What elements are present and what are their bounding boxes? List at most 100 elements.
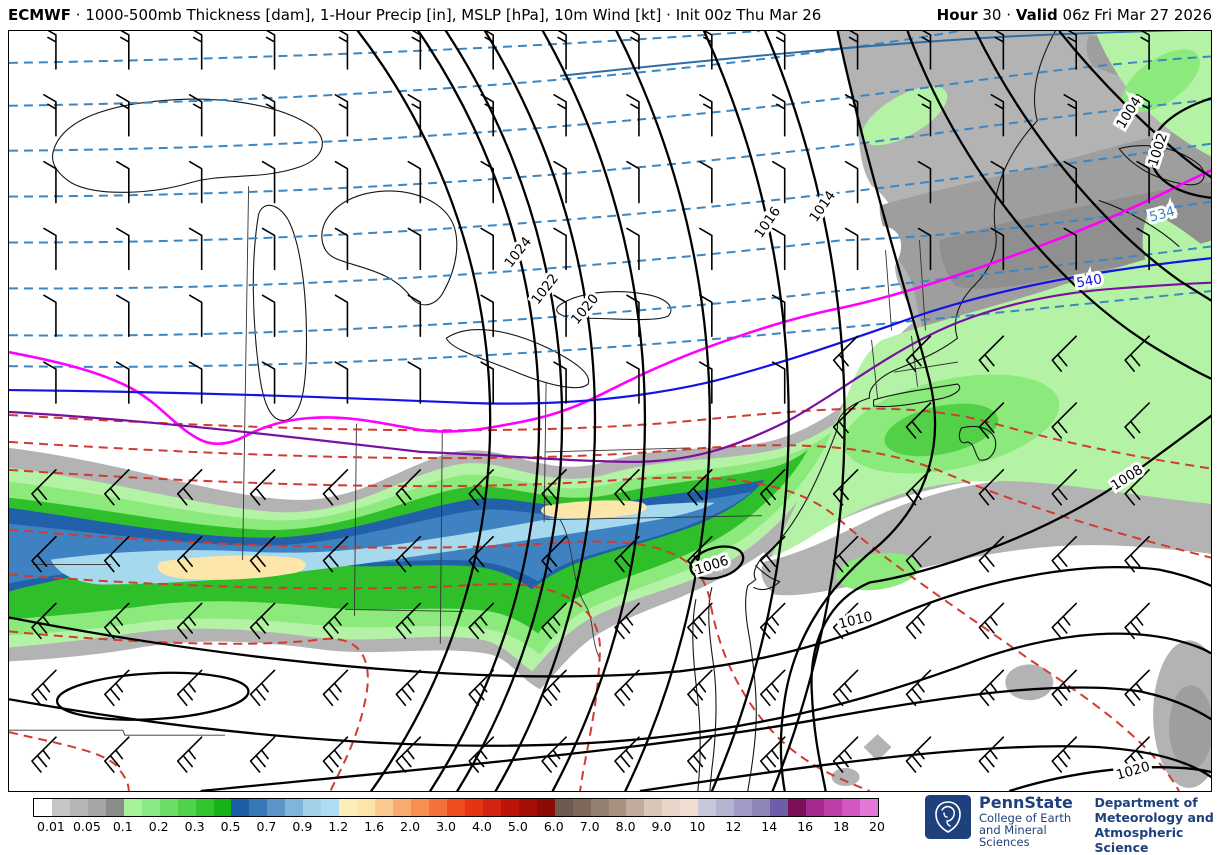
- dept-line2: Meteorology and: [1094, 810, 1214, 825]
- wind-barb: [261, 361, 276, 404]
- title-sep3: ·: [1006, 5, 1012, 24]
- colorbar-cell: [51, 799, 70, 816]
- wind-barb: [1063, 160, 1078, 204]
- colorbar-cell: [303, 799, 322, 816]
- wind-barb: [468, 736, 494, 773]
- wind-barb: [614, 535, 640, 573]
- wind-barb: [1067, 31, 1078, 70]
- wind-barb: [614, 602, 640, 640]
- colorbar-cell: [213, 799, 232, 816]
- wind-barb: [188, 160, 203, 204]
- hour-value: 30: [982, 5, 1002, 24]
- wind-barb: [541, 602, 567, 640]
- chesapeake-west-shore: [692, 598, 701, 791]
- wind-barb: [31, 669, 57, 707]
- wind-barb: [687, 736, 713, 773]
- title-bar: ECMWF · 1000-500mb Thickness [dam], 1-Ho…: [0, 0, 1220, 29]
- colorbar-cell: [644, 799, 663, 816]
- wind-barb: [116, 227, 130, 271]
- colorbar-tick-label: 9.0: [651, 819, 672, 834]
- wind-barb: [832, 402, 859, 439]
- wind-barb: [1051, 736, 1078, 773]
- wind-barb-field: [31, 31, 1150, 773]
- colorbar-cell: [159, 799, 178, 816]
- lake-ontario: [556, 291, 672, 321]
- wind-barb: [322, 736, 349, 773]
- wind-barb: [1124, 669, 1150, 707]
- wind-barb: [759, 535, 786, 573]
- wind-barb: [832, 469, 859, 506]
- wind-barb: [31, 535, 57, 573]
- colorbar-tick-label: 7.0: [579, 819, 600, 834]
- wind-barb: [614, 669, 640, 707]
- title-fields: 1000-500mb Thickness [dam], 1-Hour Preci…: [85, 5, 662, 24]
- wind-barb: [31, 736, 57, 773]
- colorbar-cell: [482, 799, 501, 816]
- colorbar-tick-label: 0.05: [72, 819, 101, 834]
- wind-barb: [626, 227, 640, 271]
- wind-barb: [322, 602, 349, 640]
- colorbar-cell: [123, 799, 142, 816]
- wind-barb: [917, 227, 932, 271]
- wind-barb: [771, 160, 786, 204]
- wind-barb: [905, 402, 932, 439]
- wind-barb: [978, 535, 1005, 573]
- wind-barb: [1136, 160, 1150, 204]
- wind-barb: [188, 227, 203, 271]
- wind-barb: [1140, 31, 1150, 70]
- colorbar-tick-label: 8.0: [615, 819, 636, 834]
- wind-barb: [188, 94, 203, 137]
- chesapeake-bay: [708, 586, 717, 791]
- wind-barb: [176, 535, 203, 573]
- wind-barb: [334, 94, 349, 137]
- map-title: ECMWF · 1000-500mb Thickness [dam], 1-Ho…: [8, 6, 821, 24]
- wind-barb: [832, 335, 859, 372]
- wind-barb: [395, 469, 422, 506]
- wind-barb: [480, 361, 494, 404]
- colorbar-cell: [716, 799, 735, 816]
- wind-barb: [43, 361, 57, 404]
- colorbar-cell: [626, 799, 645, 816]
- wind-barb: [188, 294, 203, 337]
- wind-barb: [771, 227, 786, 271]
- wind-barb: [687, 602, 713, 640]
- college-line1: College of Earth: [979, 810, 1072, 825]
- fundy-coast: [1098, 200, 1180, 247]
- wind-barb: [176, 669, 203, 707]
- colorbar-cell: [285, 799, 304, 816]
- colorbar-cell: [572, 799, 591, 816]
- colorbar-cell: [805, 799, 824, 816]
- wind-barb: [832, 602, 859, 640]
- colorbar-cell: [752, 799, 771, 816]
- wind-barb: [116, 361, 130, 404]
- colorbar-cell: [177, 799, 196, 816]
- valid-time-block: Hour 30 · Valid 06z Fri Mar 27 2026: [937, 6, 1212, 24]
- wind-barb: [1051, 402, 1078, 439]
- colorbar-tick-label: 6.0: [543, 819, 564, 834]
- wind-barb: [771, 294, 786, 337]
- wind-barb: [1136, 227, 1150, 271]
- wind-barb: [626, 294, 640, 337]
- wind-barb: [484, 31, 494, 70]
- wind-barb: [468, 602, 494, 640]
- wind-barb: [699, 160, 713, 204]
- wind-barb: [614, 736, 640, 773]
- wind-barb: [905, 736, 932, 773]
- wind-barb: [176, 602, 203, 640]
- wind-barb: [541, 669, 567, 707]
- contour-label-1024: 1024: [501, 234, 535, 271]
- wind-barb: [703, 31, 713, 70]
- cape-cod: [958, 425, 997, 461]
- wind-barb: [116, 294, 130, 337]
- wind-barb: [630, 31, 640, 70]
- hour-label: Hour: [936, 5, 978, 24]
- wind-barb: [43, 94, 57, 137]
- wind-barb: [261, 227, 276, 271]
- lake-huron: [321, 190, 458, 306]
- wind-barb: [249, 669, 276, 707]
- colorbar-tick-label: 2.0: [400, 819, 421, 834]
- wind-barb: [1063, 94, 1078, 137]
- pennstate-text: PennState College of Earth and Mineral S…: [979, 794, 1081, 848]
- pennstate-logo: [925, 795, 971, 839]
